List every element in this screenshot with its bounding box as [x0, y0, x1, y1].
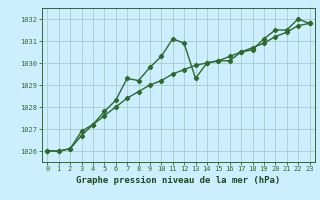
- X-axis label: Graphe pression niveau de la mer (hPa): Graphe pression niveau de la mer (hPa): [76, 176, 281, 185]
